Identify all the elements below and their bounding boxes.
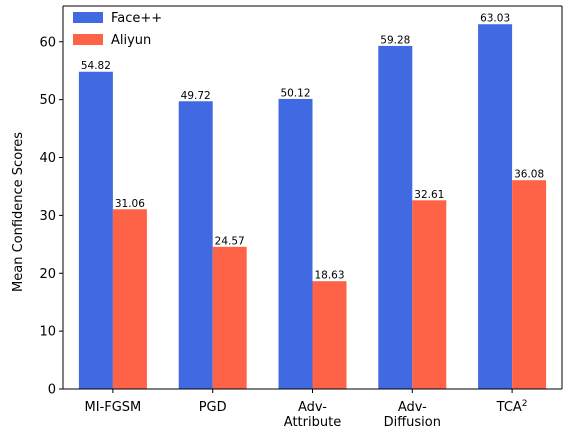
bar-1-0	[112, 209, 147, 389]
x-tick-label-1: PGD	[199, 400, 227, 415]
bar-1-1	[212, 246, 247, 389]
y-tick-label-4: 40	[39, 151, 56, 166]
value-label-1-0: 31.06	[115, 198, 145, 210]
value-label-0-4: 63.03	[480, 13, 510, 25]
y-tick-label-2: 20	[39, 267, 56, 282]
bar-1-3	[412, 200, 447, 389]
value-label-1-3: 32.61	[414, 189, 444, 201]
value-label-1-2: 18.63	[314, 270, 344, 282]
x-tick-label-0: MI-FGSM	[85, 400, 142, 415]
value-label-0-1: 49.72	[181, 90, 211, 102]
y-tick-label-6: 60	[39, 35, 56, 50]
bar-0-1	[178, 101, 213, 389]
bar-0-0	[78, 71, 113, 390]
y-tick-label-5: 50	[39, 93, 56, 108]
value-label-1-1: 24.57	[215, 235, 245, 247]
bar-1-2	[312, 281, 347, 389]
value-label-0-0: 54.82	[81, 60, 111, 72]
legend-label-1: Aliyun	[111, 33, 151, 48]
y-tick-label-3: 30	[39, 209, 56, 224]
x-tick-label-3: Adv-Diffusion	[384, 400, 441, 430]
y-axis-label: Mean Confidence Scores	[11, 132, 26, 292]
legend-swatch-1	[73, 34, 103, 45]
bar-1-4	[512, 180, 547, 389]
value-label-1-4: 36.08	[514, 169, 544, 181]
x-tick-label-4: TCA2	[496, 399, 528, 415]
value-label-0-2: 50.12	[280, 87, 310, 99]
value-label-0-3: 59.28	[380, 34, 410, 46]
bar-0-3	[378, 45, 413, 390]
bar-0-2	[278, 98, 313, 389]
legend-label-0: Face++	[111, 11, 162, 26]
y-tick-label-0: 0	[48, 383, 56, 398]
x-tick-label-2: Adv-Attribute	[284, 400, 341, 430]
y-tick-label-1: 10	[39, 325, 56, 340]
legend-swatch-0	[73, 12, 103, 23]
bar-0-4	[478, 24, 513, 389]
